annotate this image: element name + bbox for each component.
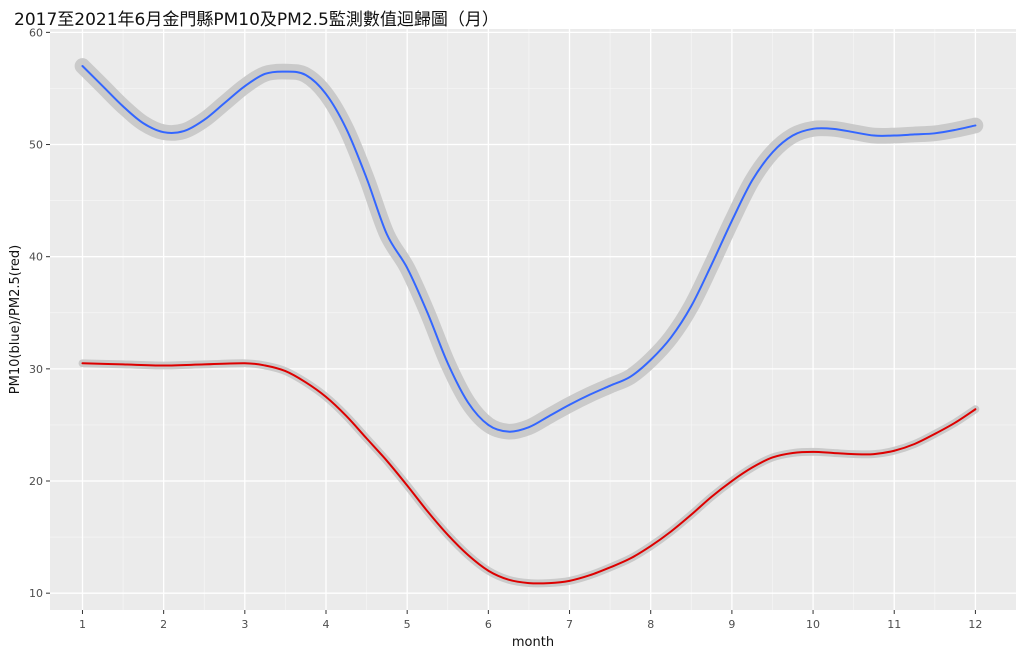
minor-gridlines bbox=[50, 29, 1016, 610]
y-tick-label: 30 bbox=[29, 363, 43, 376]
x-axis: 1 2 3 4 5 6 7 8 9 10 11 12 bbox=[79, 610, 982, 631]
y-tick-label: 20 bbox=[29, 475, 43, 488]
series-line-2 bbox=[81, 362, 977, 585]
x-axis-title: month bbox=[512, 635, 554, 650]
x-tick-label: 11 bbox=[887, 618, 901, 631]
chart-title: 2017至2021年6月金門縣PM10及PM2.5監測數值迴歸圖（月） bbox=[14, 10, 499, 30]
y-tick-label: 50 bbox=[29, 139, 43, 152]
plot-panel bbox=[50, 29, 1016, 610]
y-tick-label: 10 bbox=[29, 587, 43, 600]
x-tick-label: 3 bbox=[241, 618, 248, 631]
y-axis-title: PM10(blue)/PM2.5(red) bbox=[8, 245, 23, 394]
x-tick-label: 4 bbox=[323, 618, 330, 631]
x-tick-label: 12 bbox=[968, 618, 982, 631]
y-tick-label: 40 bbox=[29, 251, 43, 264]
y-axis: 10 20 30 40 50 60 bbox=[29, 26, 50, 600]
y-tick-label: 60 bbox=[29, 26, 43, 39]
x-tick-label: 2 bbox=[160, 618, 167, 631]
x-tick-label: 5 bbox=[404, 618, 411, 631]
x-tick-label: 8 bbox=[647, 618, 654, 631]
x-tick-label: 10 bbox=[806, 618, 820, 631]
x-tick-label: 9 bbox=[728, 618, 735, 631]
x-tick-label: 1 bbox=[79, 618, 86, 631]
x-tick-label: 6 bbox=[485, 618, 492, 631]
x-tick-label: 7 bbox=[566, 618, 573, 631]
series-line-1 bbox=[81, 65, 977, 433]
series-lines bbox=[81, 65, 977, 585]
